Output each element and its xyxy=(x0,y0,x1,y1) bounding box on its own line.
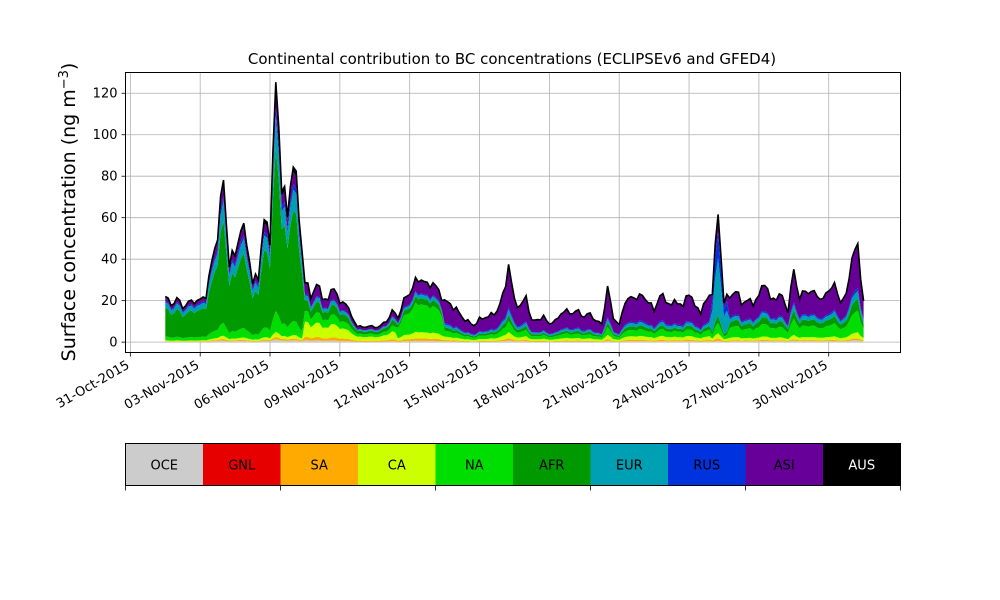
y-tick-label: 60 xyxy=(101,211,118,226)
x-tick-label: 21-Nov-2015 xyxy=(541,358,621,413)
colorbar-swatch-na xyxy=(435,443,514,486)
plot-frame xyxy=(125,72,901,353)
colorbar-label: CA xyxy=(388,459,406,474)
x-tick-label: 03-Nov-2015 xyxy=(122,358,202,413)
colorbar-legend: OCE GNL SA CA NA AFR EUR RUS ASI AUS xyxy=(125,443,901,491)
y-tick-label: 40 xyxy=(101,253,118,268)
plot-area: 0 20 40 60 80 100 120 31-Oct-201503-Nov-201506… xyxy=(54,72,901,413)
y-tick-label: 0 xyxy=(109,336,117,351)
colorbar-swatch-sa xyxy=(280,443,359,486)
y-axis: 0 20 40 60 80 100 120 xyxy=(93,87,126,351)
colorbar-label: EUR xyxy=(616,459,643,474)
x-tick-label: 06-Nov-2015 xyxy=(192,358,272,413)
colorbar-swatch-gnl xyxy=(203,443,281,486)
colorbar-swatch-ca xyxy=(358,443,436,486)
y-axis-label: Surface concentration (ng m−3) xyxy=(57,63,80,362)
colorbar-swatch-aus xyxy=(823,443,901,486)
area-na xyxy=(165,302,864,341)
area-oce xyxy=(165,339,864,343)
x-tick-label: 15-Nov-2015 xyxy=(401,358,481,413)
y-tick-label: 120 xyxy=(93,87,118,102)
x-axis: 31-Oct-201503-Nov-201506-Nov-201509-Nov-… xyxy=(54,352,831,413)
colorbar-label: GNL xyxy=(228,459,256,474)
area-afr xyxy=(165,147,864,339)
total-outline xyxy=(164,82,865,329)
colorbar-label: AUS xyxy=(848,459,875,474)
colorbar-label: OCE xyxy=(150,459,178,474)
colorbar-frame xyxy=(125,443,901,486)
x-tick-label: 18-Nov-2015 xyxy=(471,358,551,413)
area-ca xyxy=(165,321,864,342)
colorbar-swatch-rus xyxy=(668,443,746,486)
colorbar-swatch-asi xyxy=(745,443,824,486)
colorbar-label: RUS xyxy=(693,459,720,474)
x-tick-label: 24-Nov-2015 xyxy=(611,358,691,413)
x-tick-label: 31-Oct-2015 xyxy=(54,358,132,412)
chart-title: Continental contribution to BC concentra… xyxy=(248,50,776,68)
y-tick-label: 100 xyxy=(93,128,118,143)
x-tick-label: 12-Nov-2015 xyxy=(331,358,411,413)
y-tick-label: 80 xyxy=(101,170,118,185)
colorbar-label: NA xyxy=(465,459,484,474)
colorbar-label: ASI xyxy=(774,459,795,474)
colorbar-swatch-afr xyxy=(513,443,591,486)
colorbar-swatch-oce xyxy=(125,443,204,486)
y-tick-label: 20 xyxy=(101,294,118,309)
colorbar-label: AFR xyxy=(539,459,564,474)
x-tick-label: 30-Nov-2015 xyxy=(750,358,830,413)
area-sa xyxy=(165,336,864,342)
colorbar-swatch-eur xyxy=(590,443,669,486)
colorbar-label: SA xyxy=(311,459,328,474)
stacked-areas xyxy=(165,82,864,343)
x-tick-label: 27-Nov-2015 xyxy=(681,358,761,413)
x-tick-label: 09-Nov-2015 xyxy=(262,358,342,413)
